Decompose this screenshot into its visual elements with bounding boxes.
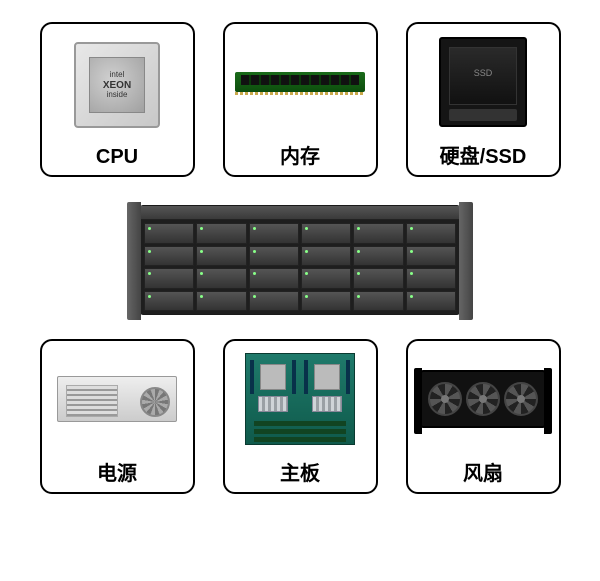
drive-bay	[353, 223, 403, 244]
server-row	[0, 205, 600, 315]
card-psu: 电源	[40, 339, 195, 494]
ssd-sublabel: SSD	[474, 68, 493, 78]
card-cpu: intel XEON inside CPU	[40, 22, 195, 177]
bottom-row: 电源 主板 风扇	[0, 339, 600, 494]
drive-bay	[249, 268, 299, 289]
top-row: intel XEON inside CPU 内存 SSD 硬盘/SSD	[0, 22, 600, 177]
drive-bay	[353, 291, 403, 312]
drive-bay	[144, 268, 194, 289]
fan-icon	[408, 341, 559, 457]
cpu-badge-line2: XEON	[103, 80, 131, 91]
label-ssd: 硬盘/SSD	[440, 140, 527, 169]
drive-bay	[144, 246, 194, 267]
drive-bay	[301, 291, 351, 312]
card-fan: 风扇	[406, 339, 561, 494]
ram-icon	[225, 24, 376, 140]
drive-bay	[196, 291, 246, 312]
drive-bay	[249, 291, 299, 312]
fan-blade-icon	[504, 382, 538, 416]
label-ram: 内存	[280, 140, 320, 169]
drive-bay	[196, 246, 246, 267]
label-psu: 电源	[97, 457, 137, 486]
fan-blade-icon	[466, 382, 500, 416]
drive-bay	[301, 246, 351, 267]
drive-bay	[406, 268, 456, 289]
drive-bay	[406, 291, 456, 312]
drive-bay	[249, 223, 299, 244]
drive-bay	[196, 223, 246, 244]
drive-bay	[406, 246, 456, 267]
server-chassis-icon	[140, 205, 460, 315]
drive-bay	[353, 246, 403, 267]
drive-bay	[144, 291, 194, 312]
drive-bay	[249, 246, 299, 267]
cpu-badge-line3: inside	[107, 91, 128, 100]
drive-bay	[353, 268, 403, 289]
cpu-icon: intel XEON inside	[42, 24, 193, 146]
card-ram: 内存	[223, 22, 378, 177]
ssd-icon: SSD	[408, 24, 559, 140]
psu-icon	[42, 341, 193, 457]
label-fan: 风扇	[463, 457, 503, 486]
drive-bay	[196, 268, 246, 289]
drive-bay	[301, 223, 351, 244]
drive-bay	[144, 223, 194, 244]
mobo-icon	[225, 341, 376, 457]
card-ssd: SSD 硬盘/SSD	[406, 22, 561, 177]
label-mobo: 主板	[280, 457, 320, 486]
cpu-badge-line1: intel	[110, 71, 125, 80]
label-cpu: CPU	[96, 146, 138, 169]
drive-bay	[301, 268, 351, 289]
fan-blade-icon	[428, 382, 462, 416]
drive-bay	[406, 223, 456, 244]
card-mobo: 主板	[223, 339, 378, 494]
